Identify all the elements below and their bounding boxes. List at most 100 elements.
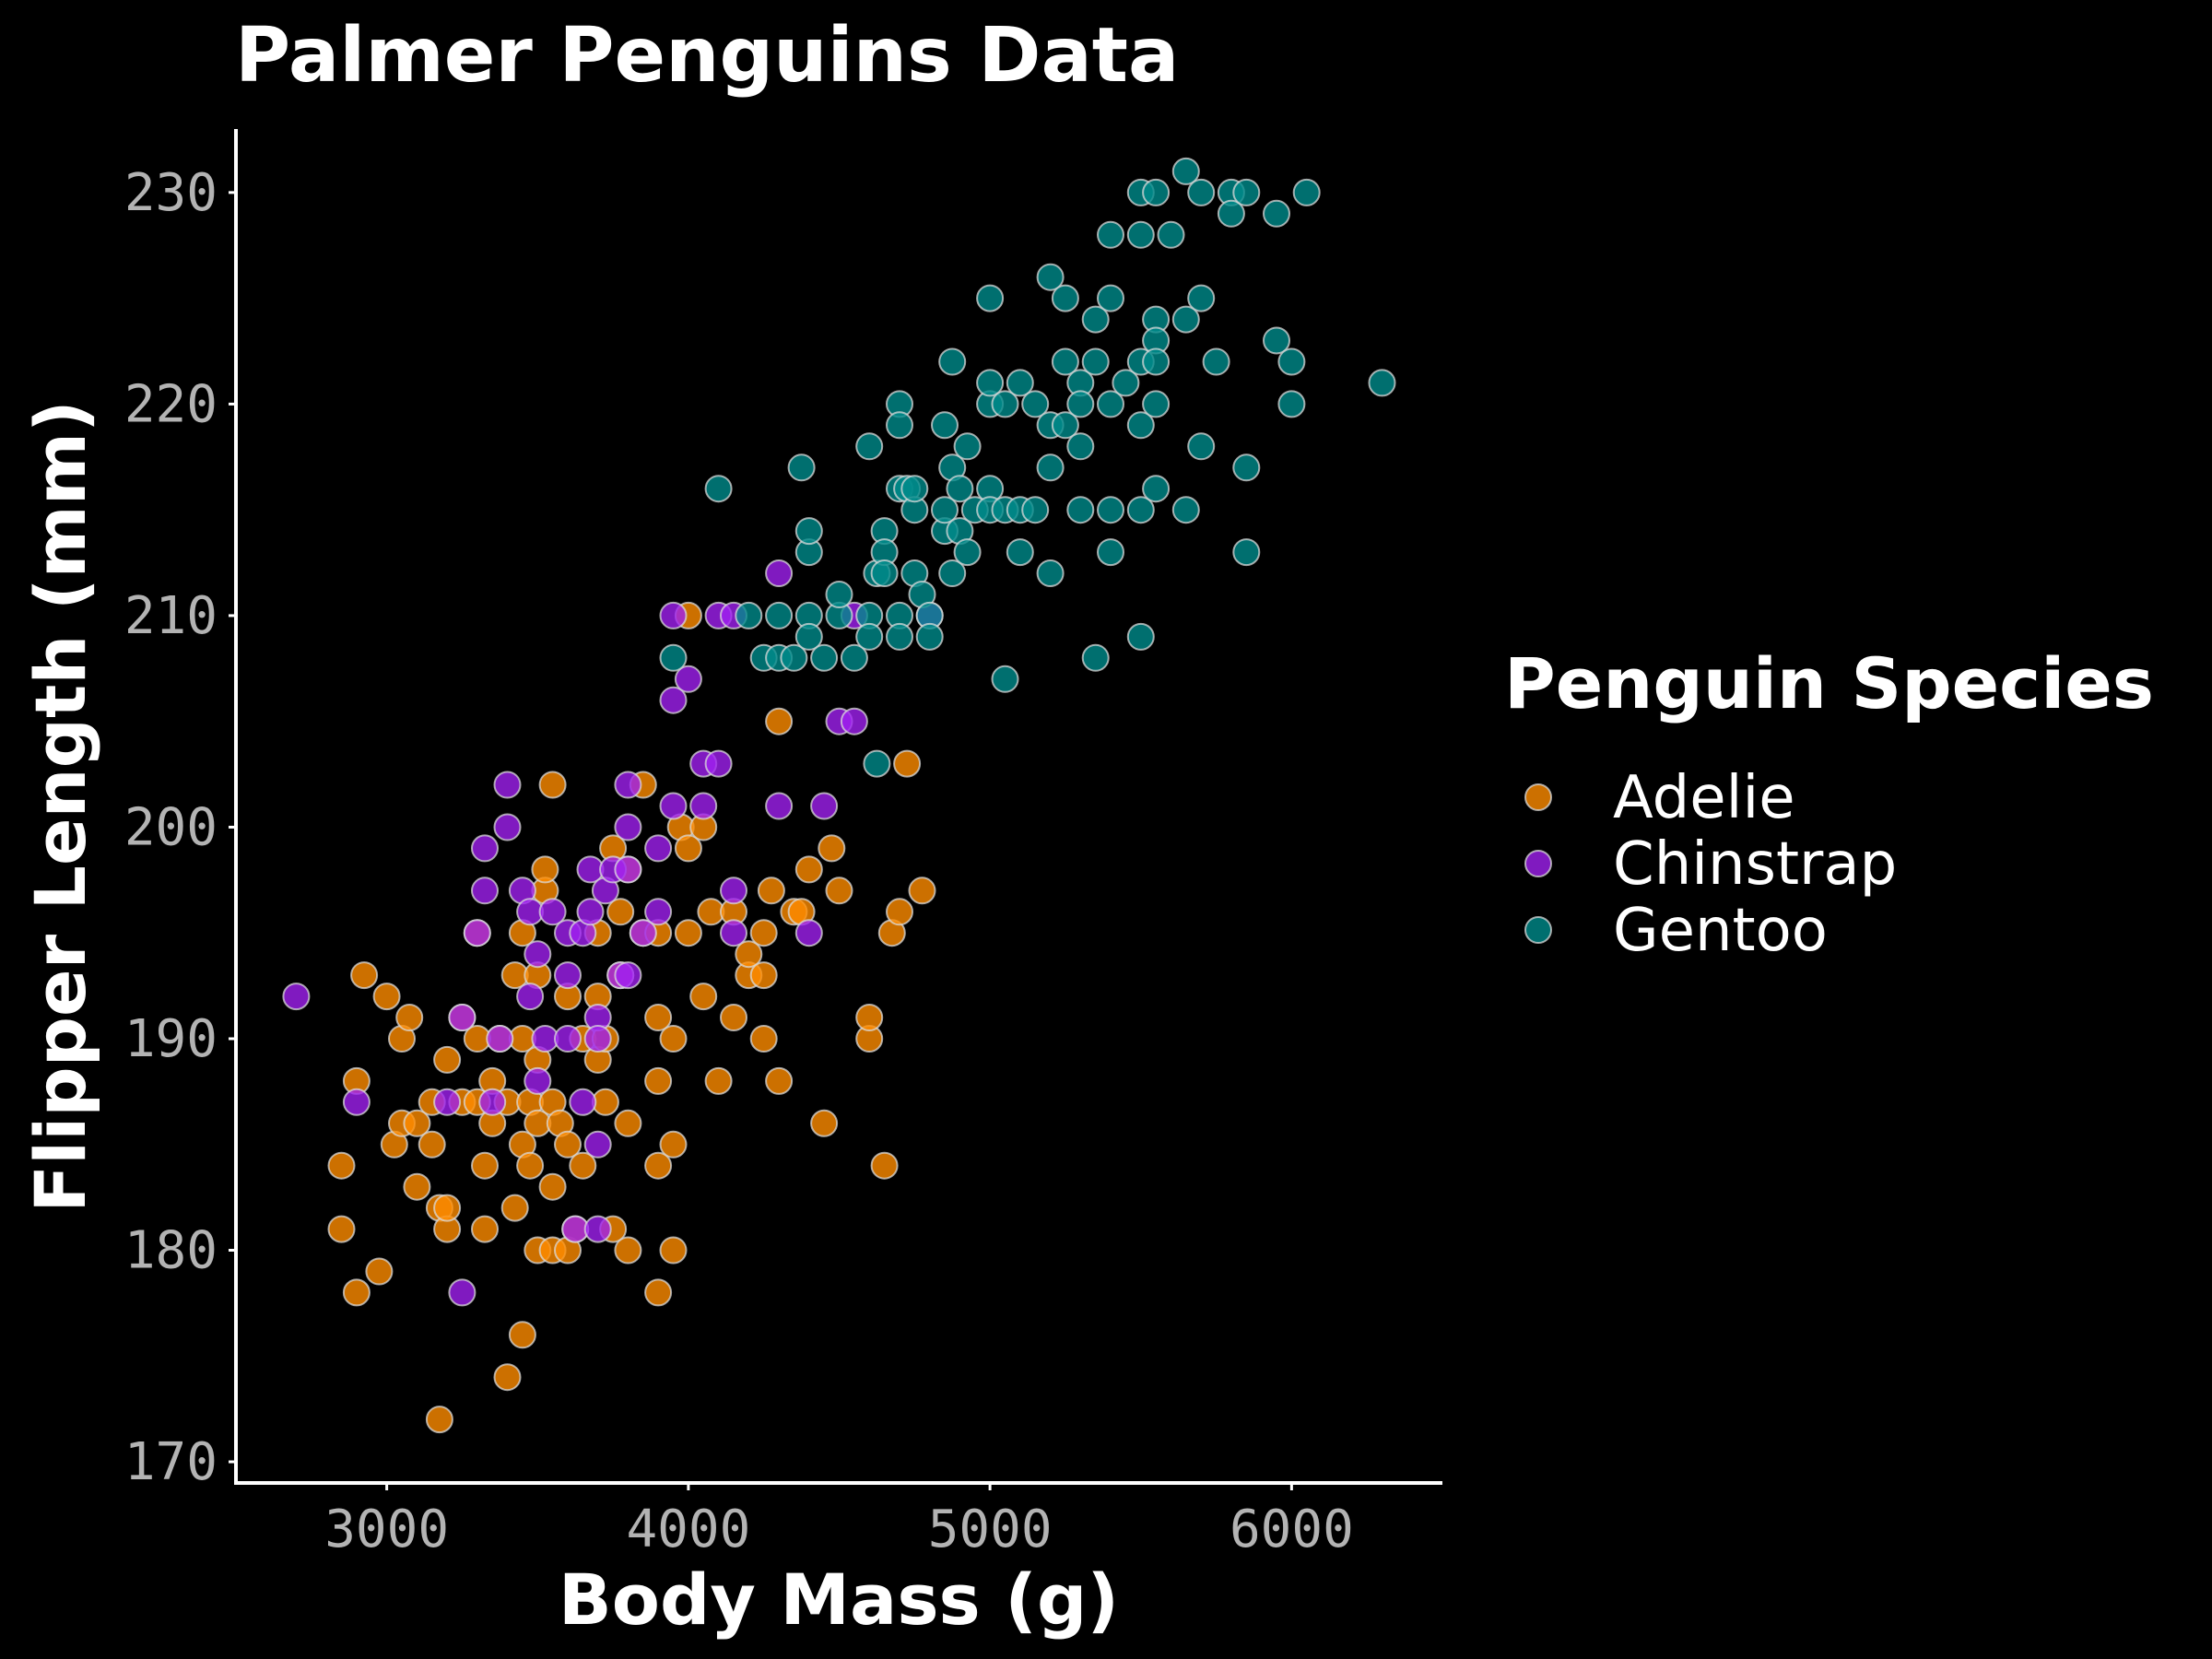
data-point-gentoo-73 (1081, 643, 1110, 672)
data-point-gentoo-60 (1036, 263, 1065, 291)
legend-key-gentoo (1524, 916, 1552, 944)
data-point-gentoo-96 (1187, 178, 1216, 206)
data-point-adelie-68 (644, 1278, 673, 1307)
data-point-gentoo-93 (1171, 157, 1200, 185)
data-point-gentoo-74 (1097, 220, 1124, 249)
data-point-gentoo-12 (810, 643, 839, 672)
data-point-gentoo-49 (976, 369, 1005, 397)
data-point-adelie-62 (606, 898, 635, 926)
data-point-gentoo-83 (1126, 411, 1155, 440)
data-point-chinstrap-43 (689, 792, 718, 820)
data-point-chinstrap-35 (614, 771, 642, 799)
data-point-chinstrap-5 (463, 919, 491, 947)
data-point-chinstrap-51 (810, 792, 839, 820)
data-point-gentoo-45 (953, 432, 982, 461)
data-point-gentoo-102 (1232, 178, 1261, 206)
data-point-chinstrap-11 (493, 771, 522, 799)
x-tick-label-4000: 4000 (626, 1500, 750, 1559)
data-point-chinstrap-22 (569, 1088, 597, 1116)
data-point-gentoo-35 (915, 622, 944, 651)
data-point-gentoo-55 (1006, 369, 1034, 397)
data-point-adelie-36 (516, 1151, 545, 1180)
data-point-chinstrap-6 (471, 877, 499, 905)
data-point-adelie-92 (765, 707, 794, 735)
data-point-chinstrap-9 (486, 1025, 514, 1053)
data-point-gentoo-84 (1126, 496, 1155, 524)
data-point-gentoo-68 (1066, 390, 1095, 418)
legend-title: Penguin Species (1504, 642, 2154, 724)
data-point-adelie-104 (893, 749, 922, 778)
data-point-gentoo-18 (855, 622, 884, 651)
data-point-gentoo-7 (787, 453, 816, 482)
legend-label-gentoo: Gentoo (1613, 897, 1828, 965)
data-point-gentoo-108 (1277, 390, 1306, 418)
data-point-adelie-31 (500, 1194, 529, 1222)
data-point-gentoo-90 (1142, 390, 1171, 418)
y-axis-ticks: 170 180 190 200 210 220 230 (124, 163, 236, 1492)
data-point-gentoo-94 (1171, 305, 1200, 334)
data-point-adelie-95 (794, 855, 823, 884)
data-point-gentoo-37 (931, 496, 959, 524)
data-point-adelie-97 (818, 834, 846, 863)
data-point-gentoo-25 (886, 411, 913, 440)
data-point-chinstrap-41 (659, 601, 688, 629)
data-point-gentoo-85 (1126, 622, 1155, 651)
data-point-gentoo-98 (1187, 432, 1216, 461)
legend-label-adelie: Adelie (1613, 764, 1795, 832)
x-axis-title: Body Mass (g) (559, 1559, 1119, 1641)
x-tick-label-3000: 3000 (324, 1500, 449, 1559)
data-point-adelie-29 (493, 1363, 522, 1392)
data-point-adelie-101 (870, 1151, 899, 1180)
data-point-gentoo-65 (1051, 347, 1079, 376)
data-point-adelie-88 (749, 961, 778, 990)
data-point-adelie-19 (433, 1045, 462, 1074)
data-point-gentoo-44 (953, 538, 982, 567)
data-point-adelie-16 (425, 1406, 453, 1434)
data-point-adelie-25 (471, 1151, 499, 1180)
data-point-chinstrap-19 (554, 961, 582, 990)
data-point-adelie-89 (749, 919, 778, 947)
data-point-adelie-70 (644, 1004, 673, 1031)
data-point-adelie-100 (855, 1004, 884, 1031)
data-point-chinstrap-15 (524, 1066, 552, 1095)
x-tick-label-5000: 5000 (928, 1500, 1053, 1559)
data-point-gentoo-95 (1171, 496, 1200, 524)
data-point-gentoo-38 (931, 411, 959, 440)
chart-title: Palmer Penguins Data (235, 12, 1179, 100)
data-point-chinstrap-33 (614, 855, 642, 884)
data-point-adelie-33 (508, 1321, 536, 1349)
data-point-gentoo-47 (976, 284, 1005, 312)
data-point-adelie-50 (554, 1130, 582, 1159)
data-point-chinstrap-4 (448, 1004, 477, 1031)
data-point-chinstrap-47 (720, 877, 747, 905)
legend-key-adelie (1524, 783, 1552, 811)
data-point-adelie-74 (659, 1025, 688, 1053)
data-point-adelie-96 (810, 1109, 839, 1137)
data-point-gentoo-104 (1232, 538, 1261, 567)
data-point-chinstrap-25 (576, 898, 605, 926)
data-point-gentoo-58 (1021, 390, 1050, 418)
data-point-gentoo-16 (855, 432, 884, 461)
data-point-chinstrap-1 (342, 1088, 371, 1116)
data-point-chinstrap-45 (704, 749, 733, 778)
data-point-gentoo-11 (794, 622, 823, 651)
data-point-chinstrap-53 (840, 707, 868, 735)
data-point-chinstrap-27 (583, 1130, 612, 1159)
data-point-chinstrap-40 (659, 686, 688, 714)
data-point-gentoo-103 (1232, 453, 1261, 482)
data-point-chinstrap-42 (674, 665, 702, 693)
y-tick-label-170: 170 (124, 1432, 218, 1492)
data-point-gentoo-91 (1142, 475, 1171, 503)
data-point-gentoo-6 (780, 643, 808, 672)
x-tick-label-6000: 6000 (1230, 1500, 1354, 1559)
data-point-chinstrap-36 (629, 919, 657, 947)
data-point-gentoo-14 (825, 581, 853, 608)
data-point-chinstrap-8 (478, 1088, 507, 1116)
data-point-gentoo-70 (1066, 496, 1095, 524)
data-point-gentoo-23 (870, 559, 899, 587)
data-point-adelie-69 (644, 1151, 673, 1180)
data-point-gentoo-72 (1081, 347, 1110, 376)
data-point-gentoo-107 (1277, 347, 1306, 376)
data-point-adelie-6 (372, 982, 401, 1011)
data-point-adelie-1 (327, 1151, 356, 1180)
